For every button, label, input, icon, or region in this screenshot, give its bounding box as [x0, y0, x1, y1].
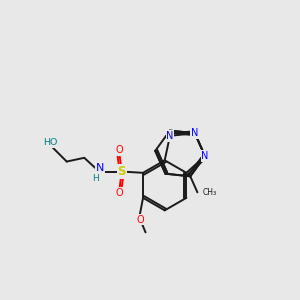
Text: H: H: [92, 173, 99, 182]
Text: N: N: [191, 128, 199, 138]
Text: HO: HO: [44, 138, 58, 147]
Text: O: O: [116, 188, 123, 198]
Text: O: O: [136, 215, 144, 225]
Text: N: N: [166, 131, 174, 141]
Text: N: N: [201, 151, 209, 161]
Text: O: O: [116, 146, 123, 155]
Text: CH₃: CH₃: [203, 188, 217, 197]
Text: S: S: [118, 165, 126, 178]
Text: N: N: [96, 163, 104, 173]
